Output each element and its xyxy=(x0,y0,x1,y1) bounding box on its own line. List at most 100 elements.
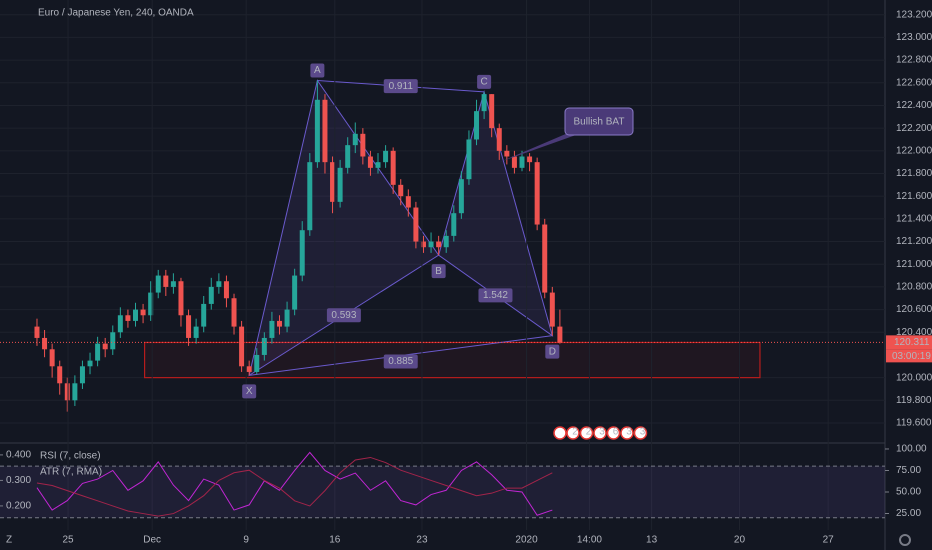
candle-body xyxy=(125,315,131,321)
last-price-label: 120.311 xyxy=(894,337,930,348)
candle-body xyxy=(458,179,464,214)
candle-body xyxy=(95,343,101,361)
point-label-box xyxy=(431,264,446,279)
point-label: X xyxy=(246,386,253,397)
y-tick-label: 122.200 xyxy=(896,123,932,134)
candle-body xyxy=(239,326,245,367)
candle-body xyxy=(87,360,93,367)
y-tick-label: 120.400 xyxy=(896,327,932,338)
y-tick-label: 120.000 xyxy=(896,372,932,383)
chart-title: Euro / Japanese Yen, 240, OANDA xyxy=(38,8,194,19)
candle-body xyxy=(527,156,533,163)
y-tick-label: 121.200 xyxy=(896,236,932,247)
candle-body xyxy=(489,94,495,129)
candle-body xyxy=(193,326,199,338)
y-tick-label: 119.800 xyxy=(896,395,932,406)
candle-body xyxy=(57,366,63,384)
event-label: 3 xyxy=(626,427,632,438)
candle-body xyxy=(360,133,366,157)
ratio-box xyxy=(383,354,418,369)
candle-body xyxy=(42,337,48,350)
callout-pointer xyxy=(500,130,590,162)
callout-box xyxy=(564,107,634,136)
countdown-tag xyxy=(886,349,932,363)
point-label: A xyxy=(314,65,321,76)
y-tick-label: 123.200 xyxy=(896,9,932,20)
y2-tick-label: 75.00 xyxy=(896,465,921,476)
candle-body xyxy=(504,150,510,157)
level-band xyxy=(0,466,885,518)
candle-body xyxy=(428,241,434,248)
event-label: 3 xyxy=(640,427,646,438)
ratio-label: 1.542 xyxy=(483,290,508,301)
candle-body xyxy=(178,281,184,316)
candle-body xyxy=(557,326,563,343)
y-tick-label: 119.600 xyxy=(896,418,932,429)
candle-body xyxy=(246,366,252,372)
ratio-label: 0.911 xyxy=(389,81,414,92)
event-marker xyxy=(566,426,580,440)
event-marker xyxy=(553,426,567,440)
point-label: B xyxy=(435,266,442,277)
candle-body xyxy=(148,292,154,316)
point-label-box xyxy=(310,63,325,78)
candle-body xyxy=(133,309,139,321)
x-tick-label: 23 xyxy=(416,535,428,546)
candle-body xyxy=(352,133,358,146)
y2-tick-label: 25.00 xyxy=(896,508,921,519)
candle-body xyxy=(276,320,282,327)
y-tick-label: 121.400 xyxy=(896,214,932,225)
candle-body xyxy=(549,292,555,327)
candle-body xyxy=(307,162,313,231)
callout-text: Bullish BAT xyxy=(574,117,625,128)
candle-body xyxy=(117,315,123,333)
candle-body xyxy=(534,162,540,225)
event-label: 3 xyxy=(599,427,605,438)
candle-body xyxy=(163,275,169,287)
candle-body xyxy=(367,156,373,168)
candle-body xyxy=(390,150,396,185)
y-tick-label: 120.600 xyxy=(896,304,932,315)
candle-body xyxy=(398,184,404,197)
candle-body xyxy=(79,366,85,384)
y-tick-label: 122.000 xyxy=(896,145,932,156)
y-tick-label: 122.400 xyxy=(896,100,932,111)
ratio-label: 0.593 xyxy=(331,310,356,321)
candle-body xyxy=(208,286,214,304)
candle-body xyxy=(511,156,517,168)
x-tick-label: 2020 xyxy=(515,535,538,546)
candle-body xyxy=(436,241,442,248)
y-tick-label: 122.600 xyxy=(896,77,932,88)
candle-body xyxy=(345,145,351,168)
ratio-box xyxy=(326,308,361,323)
event-marker xyxy=(593,426,607,440)
scale-mode: Z xyxy=(6,535,12,546)
x-tick-label: 25 xyxy=(62,535,74,546)
candle-body xyxy=(72,383,78,401)
event-label: 2 xyxy=(572,427,578,438)
settings-icon[interactable] xyxy=(899,534,911,546)
series-line xyxy=(36,456,553,517)
candle-body xyxy=(261,337,267,355)
candle-body xyxy=(292,275,298,310)
zone-box xyxy=(143,341,761,379)
candle-body xyxy=(474,111,480,140)
candle-body xyxy=(451,213,457,236)
candle-body xyxy=(254,354,260,372)
candle-body xyxy=(216,281,222,287)
candle-body xyxy=(49,349,55,367)
legend-entry: RSI (7, close) xyxy=(40,451,101,462)
series-line xyxy=(36,451,553,516)
candle-body xyxy=(519,156,525,168)
candle-body xyxy=(405,196,411,208)
candle-body xyxy=(299,230,305,276)
y-tick-label: 0.300 xyxy=(6,475,31,486)
candle-body xyxy=(443,235,449,248)
candle-body xyxy=(186,315,192,338)
candle-body xyxy=(383,150,389,163)
candle-body xyxy=(231,298,237,327)
candle-body xyxy=(330,162,336,202)
point-label-box xyxy=(242,384,257,399)
candle-body xyxy=(269,320,275,338)
